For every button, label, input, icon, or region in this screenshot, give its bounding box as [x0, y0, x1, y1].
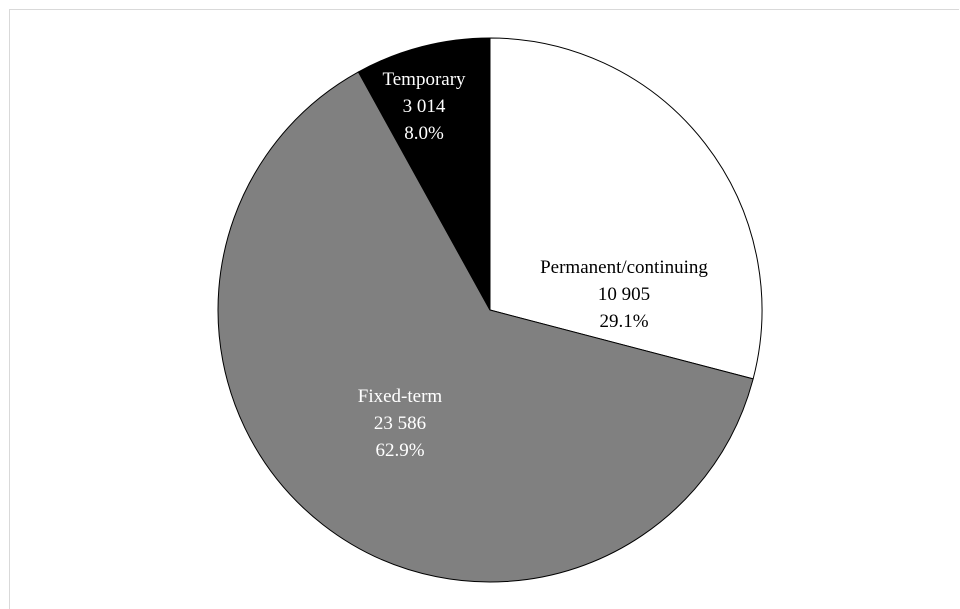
slice-percent-permanent-continuing: 29.1%	[599, 311, 648, 332]
slice-label-temporary: Temporary	[382, 69, 466, 90]
chart-frame	[9, 9, 959, 609]
pie-slice-temporary	[357, 37, 491, 311]
slice-label-fixed-term: Fixed-term	[358, 386, 443, 407]
slice-value-permanent-continuing: 10 905	[598, 284, 650, 305]
slice-percent-temporary: 8.0%	[404, 123, 444, 144]
slice-value-fixed-term: 23 586	[374, 413, 426, 434]
pie-slice-fixed-term	[217, 71, 754, 583]
slice-value-temporary: 3 014	[403, 96, 446, 117]
pie-slice-permanent-continuing	[489, 37, 763, 380]
slice-label-permanent-continuing: Permanent/continuing	[540, 257, 708, 278]
slice-percent-fixed-term: 62.9%	[375, 440, 424, 461]
